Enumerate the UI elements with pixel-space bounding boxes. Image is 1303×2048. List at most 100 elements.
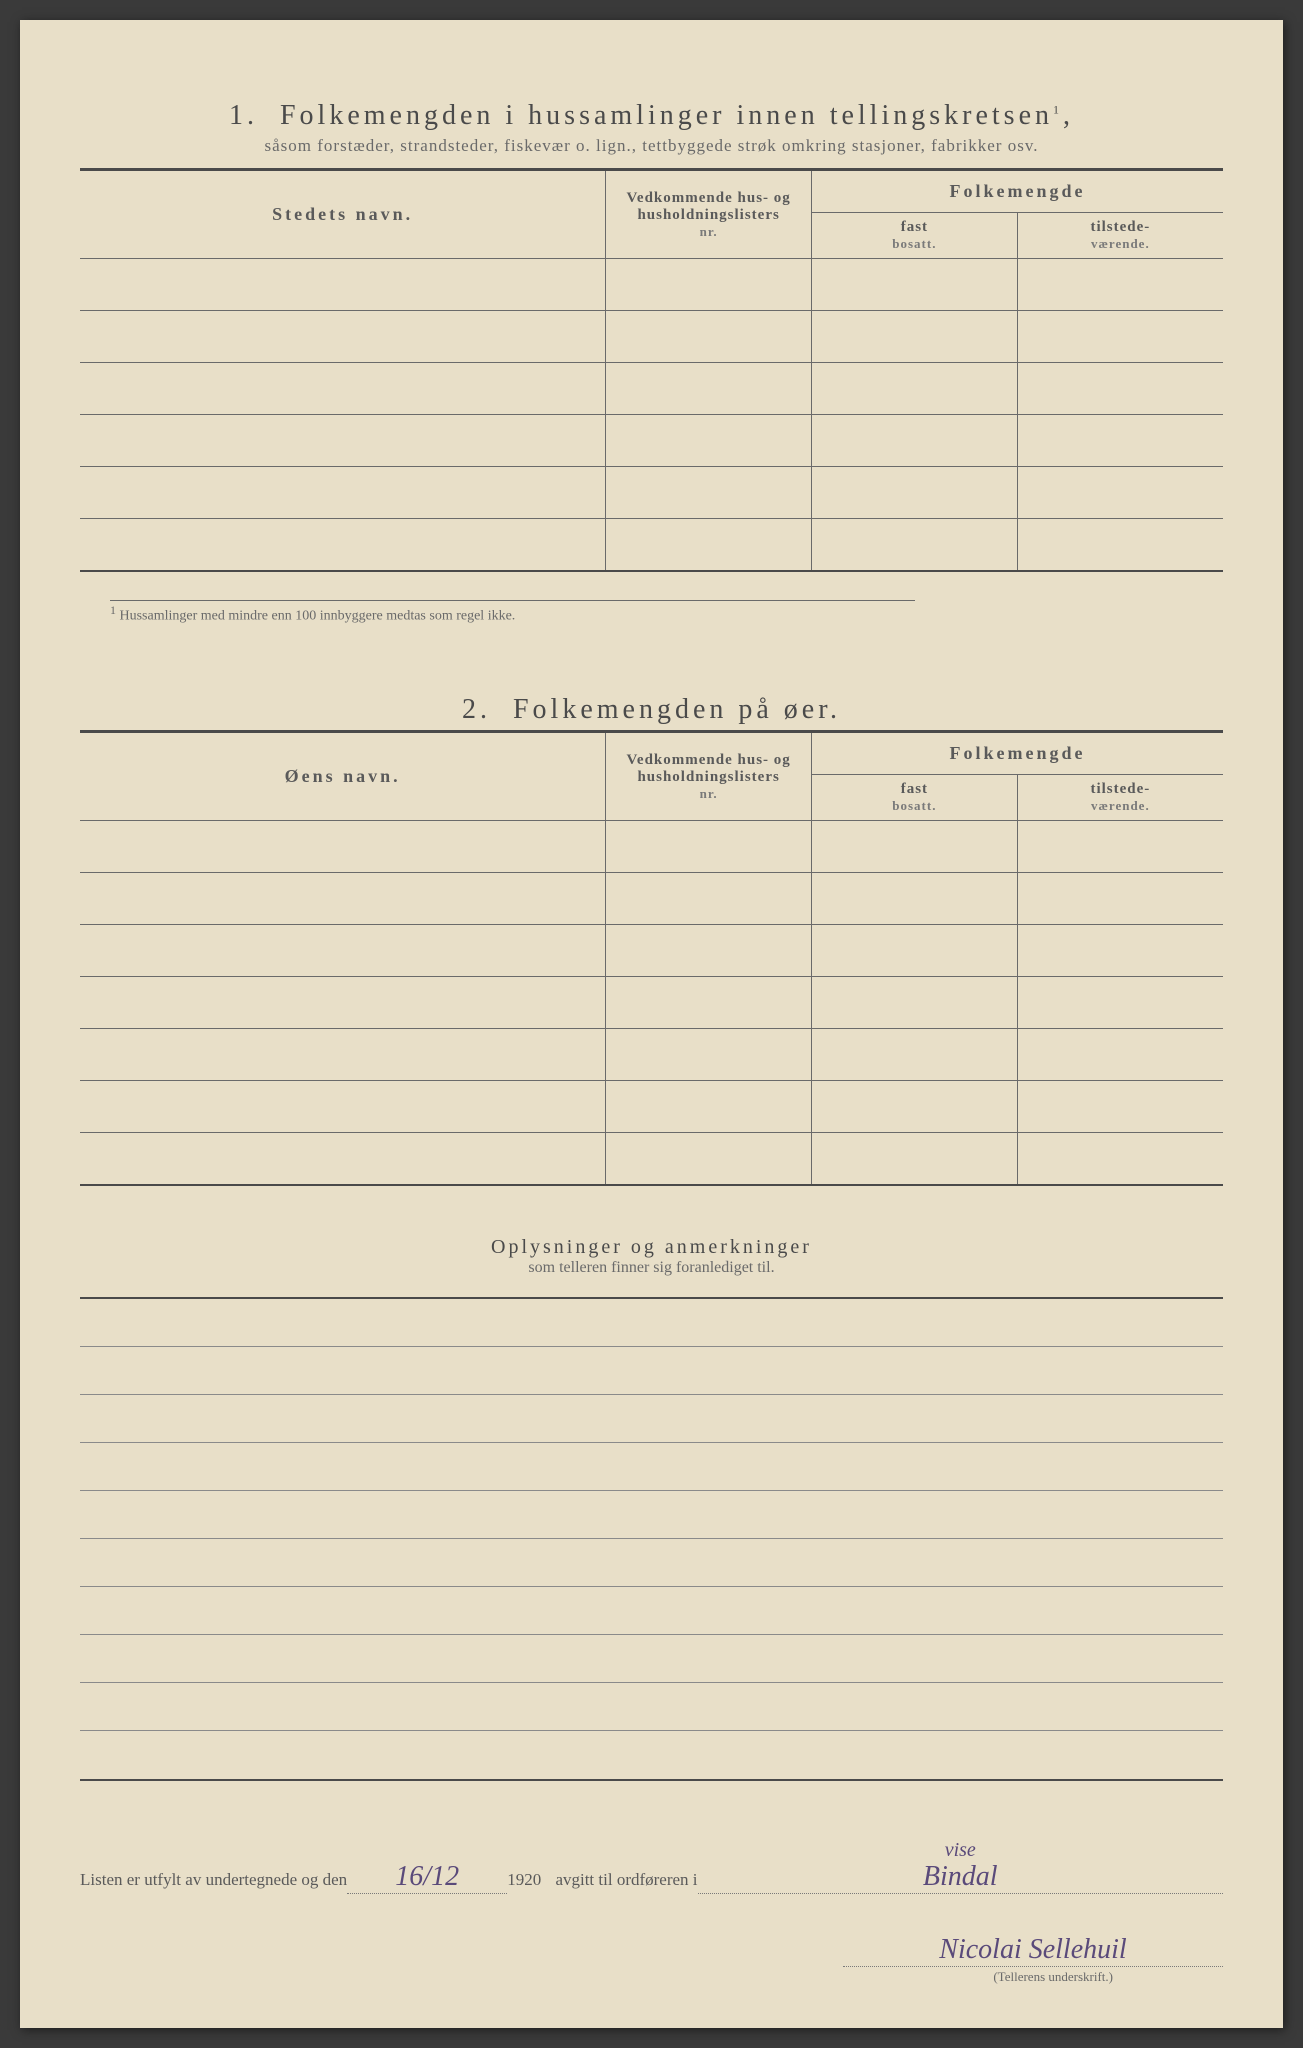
notes-line (80, 1347, 1223, 1395)
document-page: 1. Folkemengden i hussamlinger innen tel… (20, 20, 1283, 2028)
table-row (80, 1133, 1223, 1185)
footnote-marker: 1 (110, 603, 116, 617)
section-2: 2. Folkemengden på øer. Øens navn. Vedko… (80, 694, 1223, 1186)
table-row (80, 415, 1223, 467)
th2-fast: fast bosatt. (812, 775, 1018, 821)
cell-nr (606, 821, 812, 873)
th2-nr-l2: husholdningslisters (610, 769, 807, 786)
notes-title: Oplysninger og anmerkninger (80, 1236, 1223, 1259)
sig-text-2: avgitt til ordføreren i (555, 1870, 697, 1889)
th2-til-l1: tilstede- (1022, 781, 1219, 798)
section-1-sup: 1 (1053, 103, 1063, 117)
cell-name (80, 519, 606, 571)
cell-tilstede (1017, 873, 1223, 925)
sig-insert-hw: vise (945, 1839, 976, 1862)
section-1-title-text: Folkemengden i hussamlinger innen tellin… (280, 100, 1053, 131)
cell-fast (812, 873, 1018, 925)
table-2-head: Øens navn. Vedkommende hus- og husholdni… (80, 732, 1223, 821)
sig-date-blank: 16/12 (347, 1861, 507, 1894)
section-2-title: 2. Folkemengden på øer. (80, 694, 1223, 726)
table-2-body (80, 821, 1223, 1185)
table-2: Øens navn. Vedkommende hus- og husholdni… (80, 730, 1223, 1186)
cell-fast (812, 821, 1018, 873)
cell-tilstede (1017, 519, 1223, 571)
cell-fast (812, 1029, 1018, 1081)
notes-line (80, 1491, 1223, 1539)
cell-tilstede (1017, 259, 1223, 311)
th-fast: fast bosatt. (812, 213, 1018, 259)
cell-fast (812, 925, 1018, 977)
cell-name (80, 259, 606, 311)
table-row (80, 873, 1223, 925)
table-row (80, 259, 1223, 311)
cell-fast (812, 311, 1018, 363)
table-1-body (80, 259, 1223, 571)
signature-area: Listen er utfylt av undertegnede og den … (80, 1861, 1223, 1985)
footnote-1: 1 Hussamlinger med mindre enn 100 innbyg… (110, 600, 915, 625)
notes-box (80, 1297, 1223, 1781)
cell-nr (606, 1133, 812, 1185)
cell-nr (606, 925, 812, 977)
notes-line (80, 1443, 1223, 1491)
cell-name (80, 873, 606, 925)
table-row (80, 925, 1223, 977)
notes-line (80, 1539, 1223, 1587)
table-row (80, 821, 1223, 873)
cell-fast (812, 977, 1018, 1029)
th-nr-l2: husholdningslisters (610, 207, 807, 224)
table-1-head: Stedets navn. Vedkommende hus- og hushol… (80, 170, 1223, 259)
table-1: Stedets navn. Vedkommende hus- og hushol… (80, 168, 1223, 572)
th2-nr-l1: Vedkommende hus- og (610, 752, 807, 769)
cell-name (80, 363, 606, 415)
cell-nr (606, 873, 812, 925)
th-nr-l3: nr. (610, 224, 807, 240)
notes-line (80, 1395, 1223, 1443)
section-2-title-text: Folkemengden på øer. (513, 694, 841, 725)
th-til-l1: tilstede- (1022, 219, 1219, 236)
cell-fast (812, 415, 1018, 467)
signature-line-1: Listen er utfylt av undertegnede og den … (80, 1861, 1223, 1894)
th2-fast-l1: fast (816, 781, 1013, 798)
table-row (80, 977, 1223, 1029)
cell-nr (606, 363, 812, 415)
sig-year: 1920 (507, 1870, 541, 1890)
cell-fast (812, 1133, 1018, 1185)
table-row (80, 311, 1223, 363)
th-stedets-navn: Stedets navn. (80, 170, 606, 259)
th-til-l2: værende. (1022, 236, 1219, 252)
cell-name (80, 467, 606, 519)
cell-tilstede (1017, 821, 1223, 873)
th2-fast-l2: bosatt. (816, 798, 1013, 814)
section-1: 1. Folkemengden i hussamlinger innen tel… (80, 100, 1223, 624)
sig-date-hw: 16/12 (395, 1861, 459, 1892)
table-row (80, 467, 1223, 519)
cell-nr (606, 467, 812, 519)
sig-place-hw: Bindal (923, 1861, 998, 1892)
th2-nr-l3: nr. (610, 786, 807, 802)
cell-tilstede (1017, 1133, 1223, 1185)
table-row (80, 519, 1223, 571)
cell-nr (606, 519, 812, 571)
cell-nr (606, 259, 812, 311)
table-row (80, 1029, 1223, 1081)
cell-name (80, 925, 606, 977)
th-fast-l2: bosatt. (816, 236, 1013, 252)
sig-name-hw: Nicolai Sellehuil (939, 1934, 1126, 1965)
sig-place-blank: vise Bindal (698, 1861, 1223, 1894)
cell-nr (606, 1029, 812, 1081)
signature-name-line: Nicolai Sellehuil (80, 1934, 1223, 1967)
sig-text-1: Listen er utfylt av undertegnede og den (80, 1870, 347, 1890)
footnote-text: Hussamlinger med mindre enn 100 innbygge… (120, 608, 516, 623)
notes-line (80, 1299, 1223, 1347)
cell-name (80, 1029, 606, 1081)
sig-caption: (Tellerens underskrift.) (80, 1969, 1113, 1985)
section-1-title: 1. Folkemengden i hussamlinger innen tel… (80, 100, 1223, 132)
cell-fast (812, 467, 1018, 519)
cell-tilstede (1017, 925, 1223, 977)
cell-tilstede (1017, 1081, 1223, 1133)
notes-line (80, 1683, 1223, 1731)
cell-nr (606, 415, 812, 467)
th-folkemengde: Folkemengde (812, 170, 1224, 213)
cell-nr (606, 977, 812, 1029)
table-row (80, 363, 1223, 415)
